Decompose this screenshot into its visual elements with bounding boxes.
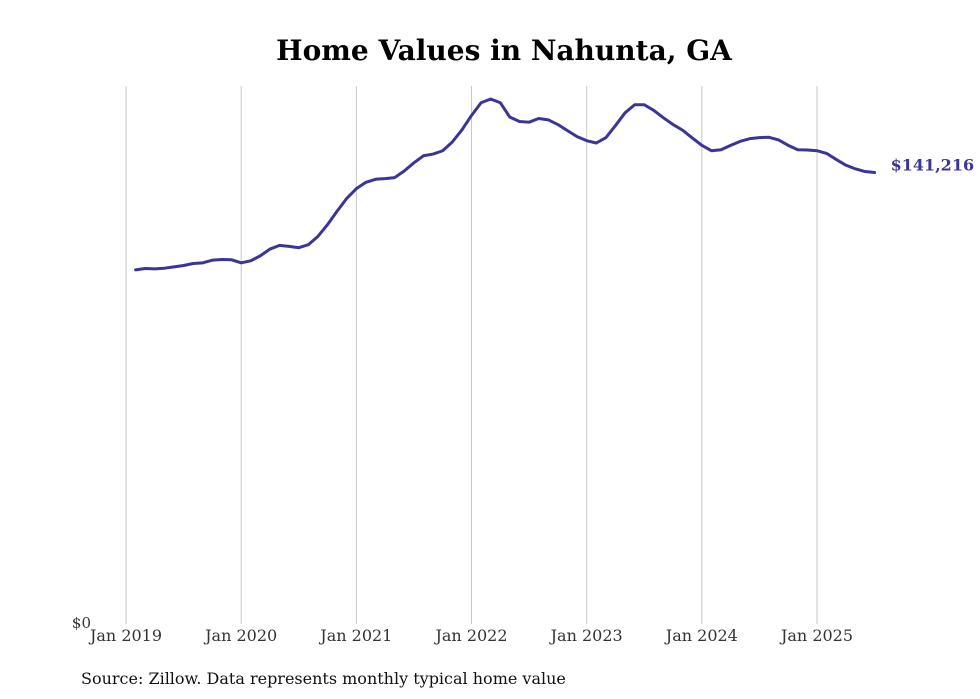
x-tick-label-5: Jan 2024 (664, 626, 738, 645)
x-tick-label-6: Jan 2025 (779, 626, 853, 645)
x-tick-label-3: Jan 2022 (433, 626, 507, 645)
y-axis-zero-label: $0 (72, 614, 91, 632)
series-end-label-0: $141,216 (891, 156, 975, 175)
series-group: $141,216 (134, 97, 975, 272)
x-tick-label-1: Jan 2020 (203, 626, 277, 645)
x-tick-label-4: Jan 2023 (549, 626, 623, 645)
x-axis-ticks: Jan 2019 Jan 2020 Jan 2021 Jan 2022 Jan 2023… (88, 626, 853, 645)
x-tick-label-2: Jan 2021 (318, 626, 392, 645)
series-line-0 (134, 97, 877, 272)
source-note: Source: Zillow. Data represents monthly … (81, 669, 566, 688)
grid-lines (125, 86, 818, 624)
chart-title: Home Values in Nahunta, GA (276, 34, 733, 67)
x-tick-label-0: Jan 2019 (88, 626, 162, 645)
